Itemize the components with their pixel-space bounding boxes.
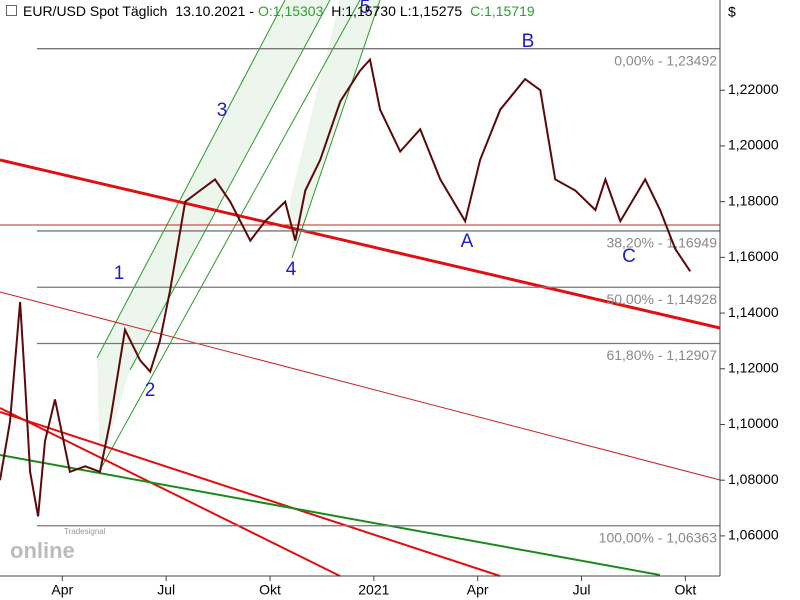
x-tick-label: 2021 <box>358 582 389 598</box>
fib-group: 0,00% - 1,23492 38,20% - 1,16949 50,00% - … <box>37 48 720 545</box>
y-tick-label: 1,10000 <box>728 415 779 431</box>
price-line <box>0 57 692 517</box>
logo-small: Tradesignal <box>64 527 106 536</box>
y-tick-label: 1,06000 <box>728 527 779 543</box>
y-tick-label: 1,20000 <box>728 137 779 153</box>
y-tick-label: 1,12000 <box>728 359 779 375</box>
low: L:1,15275 <box>399 3 463 19</box>
open: O:1,15303 <box>257 3 324 19</box>
wave-label: 3 <box>217 100 228 121</box>
x-tick-label: Okt <box>259 582 281 598</box>
plot-area <box>0 0 720 576</box>
currency: $ <box>728 4 736 20</box>
wave-label: 1 <box>114 263 125 284</box>
y-tick-label: 1,14000 <box>728 304 779 320</box>
wave-label: 4 <box>286 259 297 280</box>
checkbox[interactable] <box>6 5 17 16</box>
header: EUR/USD Spot Täglich 13.10.2021 - O:1,153… <box>6 3 539 19</box>
y-tick-label: 1,18000 <box>728 192 779 208</box>
symbol: EUR/USD Spot Täglich <box>23 3 168 19</box>
fib-label: 100,00% - 1,06363 <box>599 529 718 545</box>
date: 13.10.2021 - <box>175 3 254 19</box>
wave-label: A <box>461 231 474 252</box>
y-tick-label: 1,08000 <box>728 471 779 487</box>
y-tick-label: 1,16000 <box>728 248 779 264</box>
price-group <box>0 57 692 517</box>
trend-line <box>0 407 341 577</box>
wave-label: B <box>522 31 535 52</box>
x-tick-label: Apr <box>467 582 489 598</box>
channel-lines <box>96 0 381 471</box>
high: H:1,15730 <box>331 3 396 19</box>
fib-label: 0,00% - 1,23492 <box>614 52 717 68</box>
x-tick-label: Jul <box>157 582 175 598</box>
x-tick-label: Okt <box>674 582 696 598</box>
fib-label: 61,80% - 1,12907 <box>606 347 717 363</box>
x-tick-label: Apr <box>51 582 73 598</box>
trend-line <box>0 411 501 577</box>
trend-line <box>0 291 721 481</box>
y-tick-label: 1,22000 <box>728 81 779 97</box>
fib-label: 38,20% - 1,16949 <box>606 235 717 251</box>
logo: online <box>10 538 75 563</box>
close: C:1,15719 <box>470 3 535 19</box>
wave-label: 2 <box>145 380 156 401</box>
wave-label: 5 <box>360 0 371 18</box>
trend-line <box>0 454 661 576</box>
trend-line <box>0 158 721 330</box>
wave-label: C <box>622 246 636 267</box>
fib-label: 50,00% - 1,14928 <box>606 291 717 307</box>
x-tick-label: Jul <box>573 582 591 598</box>
